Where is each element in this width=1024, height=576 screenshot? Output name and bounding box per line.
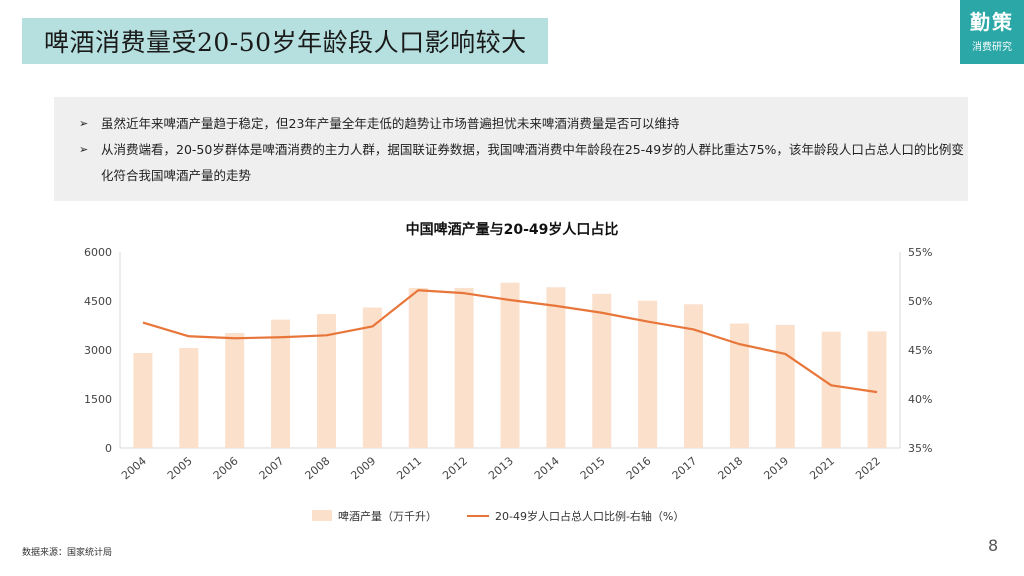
legend-bar-swatch xyxy=(312,510,332,521)
y-right-tick-label: 55% xyxy=(908,246,932,259)
bar-2022 xyxy=(867,331,887,448)
bar-2017 xyxy=(684,304,704,448)
x-tick-label: 2004 xyxy=(119,454,149,482)
logo-main-text: 勤策 xyxy=(970,10,1014,34)
x-tick-label: 2005 xyxy=(165,454,195,482)
x-tick-label: 2007 xyxy=(257,454,287,482)
y-left-tick-label: 3000 xyxy=(84,344,112,357)
bar-2016 xyxy=(638,300,658,448)
chart-container: 中国啤酒产量与20-49岁人口占比 0 1500 3000 4500 6000 35% 40%… xyxy=(0,205,1024,545)
bar-2005 xyxy=(179,348,199,448)
y-left-tick-label: 6000 xyxy=(84,246,112,259)
bar-2009 xyxy=(362,307,382,448)
x-tick-label: 2016 xyxy=(624,454,654,482)
bar-2012 xyxy=(454,287,474,448)
y-right-tick-label: 35% xyxy=(908,442,932,455)
y-left-tick-label: 4500 xyxy=(84,295,112,308)
summary-box: ➢ 虽然近年来啤酒产量趋于稳定，但23年产量全年走低的趋势让市场普遍担忧未来啤酒… xyxy=(54,97,968,201)
legend-line-label: 20-49岁人口占总人口比例-右轴（%） xyxy=(495,509,684,523)
bar-2019 xyxy=(775,324,795,448)
summary-bullet-text: 从消费端看，20-50岁群体是啤酒消费的主力人群，据国联证券数据，我国啤酒消费中… xyxy=(101,142,964,183)
title-banner: 啤酒消费量受20-50岁年龄段人口影响较大 xyxy=(22,18,548,64)
bar-2018 xyxy=(729,323,749,448)
bar-2011 xyxy=(408,287,428,448)
bar-2021 xyxy=(821,331,841,448)
summary-bullet-1: ➢ 虽然近年来啤酒产量趋于稳定，但23年产量全年走低的趋势让市场普遍担忧未来啤酒… xyxy=(79,111,968,137)
page-title: 啤酒消费量受20-50岁年龄段人口影响较大 xyxy=(44,28,527,57)
x-tick-label: 2013 xyxy=(486,454,516,482)
y-left-tick-label: 0 xyxy=(105,442,112,455)
x-tick-label: 2009 xyxy=(348,454,378,482)
x-tick-label: 2011 xyxy=(394,454,424,482)
x-tick-label: 2018 xyxy=(716,454,746,482)
y-right-tick-label: 45% xyxy=(908,344,932,357)
summary-bullet-2: ➢ 从消费端看，20-50岁群体是啤酒消费的主力人群，据国联证券数据，我国啤酒消… xyxy=(79,137,968,189)
x-tick-label: 2019 xyxy=(761,454,791,482)
legend-bar-label: 啤酒产量（万千升） xyxy=(338,509,437,523)
summary-bullet-text: 虽然近年来啤酒产量趋于稳定，但23年产量全年走低的趋势让市场普遍担忧未来啤酒消费… xyxy=(101,116,680,131)
combo-chart: 中国啤酒产量与20-49岁人口占比 0 1500 3000 4500 6000 35% 40%… xyxy=(84,221,932,523)
arrow-bullet-icon: ➢ xyxy=(79,143,89,156)
x-tick-label: 2021 xyxy=(807,454,837,482)
chart-title: 中国啤酒产量与20-49岁人口占比 xyxy=(406,221,619,238)
y-right-tick-label: 40% xyxy=(908,393,932,406)
x-tick-label: 2008 xyxy=(303,454,333,482)
y-right-tick-label: 50% xyxy=(908,295,932,308)
page-number: 8 xyxy=(988,536,999,555)
data-source: 数据来源：国家统计局 xyxy=(22,548,113,558)
x-tick-label: 2006 xyxy=(211,454,241,482)
x-tick-label: 2012 xyxy=(440,454,470,482)
x-tick-label: 2022 xyxy=(853,454,883,482)
bar-2013 xyxy=(500,282,520,448)
x-tick-label: 2017 xyxy=(670,454,700,482)
bar-2014 xyxy=(546,287,566,448)
brand-logo: 勤策 消费研究 xyxy=(960,0,1024,64)
arrow-bullet-icon: ➢ xyxy=(79,117,89,130)
bar-2015 xyxy=(592,293,612,448)
bar-2004 xyxy=(133,352,153,448)
bar-2008 xyxy=(316,314,336,448)
logo-sub-text: 消费研究 xyxy=(972,42,1012,53)
bar-2007 xyxy=(271,319,291,448)
bar-2006 xyxy=(225,333,245,448)
y-left-tick-label: 1500 xyxy=(84,393,112,406)
x-tick-label: 2014 xyxy=(532,454,562,482)
x-tick-label: 2015 xyxy=(578,454,608,482)
